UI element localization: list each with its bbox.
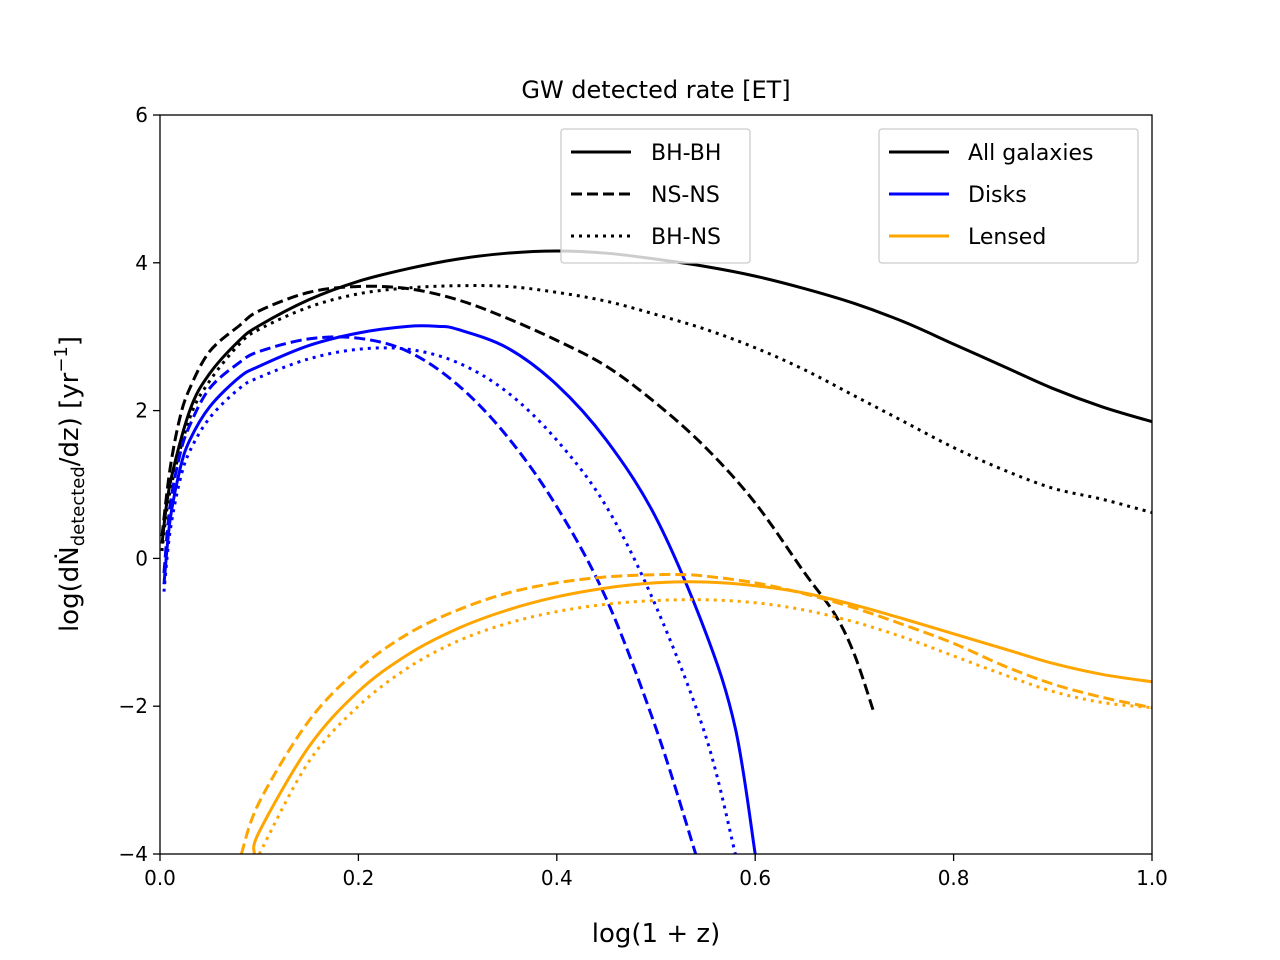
legend-label-lensed: Lensed [968,225,1046,250]
y-tick-label: 0 [135,546,148,570]
legend-line-styles-box [560,128,751,264]
legend-populations: All galaxies Disks Lensed [878,128,1139,264]
y-tick-label: 4 [135,251,148,275]
y-tick-label: −4 [119,842,148,866]
series-line-lensed-bh-bh [252,580,1152,854]
x-axis-label: log(1 + z) [592,919,720,949]
series-line-all-galaxies-bh-ns [160,284,1152,552]
y-axis-label-suffix: ] [55,336,85,346]
axes-frame [159,114,1153,855]
y-tick-label: 6 [135,103,148,127]
x-tick-label: 1.0 [1136,866,1168,890]
x-axis-ticks: 0.0 0.2 0.4 0.6 0.8 1.0 [144,854,1168,890]
series-line-disks-ns-ns [162,335,698,854]
series-line-lensed-bh-ns [257,598,1152,854]
legend-label-bh-ns: BH-NS [651,225,721,250]
legend-line-styles: BH-BH NS-NS BH-NS [560,128,751,264]
y-tick-label: 2 [135,399,148,423]
y-axis-label-subscript: detected [68,466,89,546]
legend-label-bh-bh: BH-BH [651,141,721,166]
legend-label-all-galaxies: All galaxies [968,141,1093,166]
x-tick-label: 0.8 [938,866,970,890]
x-tick-label: 0.6 [739,866,771,890]
curves-layer [160,249,1152,854]
plot-area [159,114,1153,855]
series-line-all-galaxies-bh-bh [160,249,1152,544]
x-tick-label: 0.2 [342,866,374,890]
series-line-lensed-ns-ns [239,572,1152,854]
x-tick-label: 0.0 [144,866,176,890]
y-axis-label-mid: /dz) [yr [55,372,85,466]
y-axis-ticks: −4 −2 0 2 4 6 [119,103,160,866]
y-axis-label-prefix: log(d [55,566,85,632]
y-tick-label: −2 [119,694,148,718]
legend-label-disks: Disks [968,183,1027,208]
y-axis-label-ndot: Ṅ [53,546,85,565]
chart-title: GW detected rate [ET] [521,76,790,104]
y-axis-label: log(dṄdetected/dz) [yr−1] [51,336,89,632]
legend-populations-box [878,128,1139,264]
series-line-disks-bh-bh [162,324,757,854]
y-axis-label-superscript: −1 [51,346,72,373]
x-tick-label: 0.4 [541,866,573,890]
series-line-disks-bh-ns [162,346,737,854]
legend-label-ns-ns: NS-NS [651,183,720,208]
series-line-all-galaxies-ns-ns [160,284,876,715]
